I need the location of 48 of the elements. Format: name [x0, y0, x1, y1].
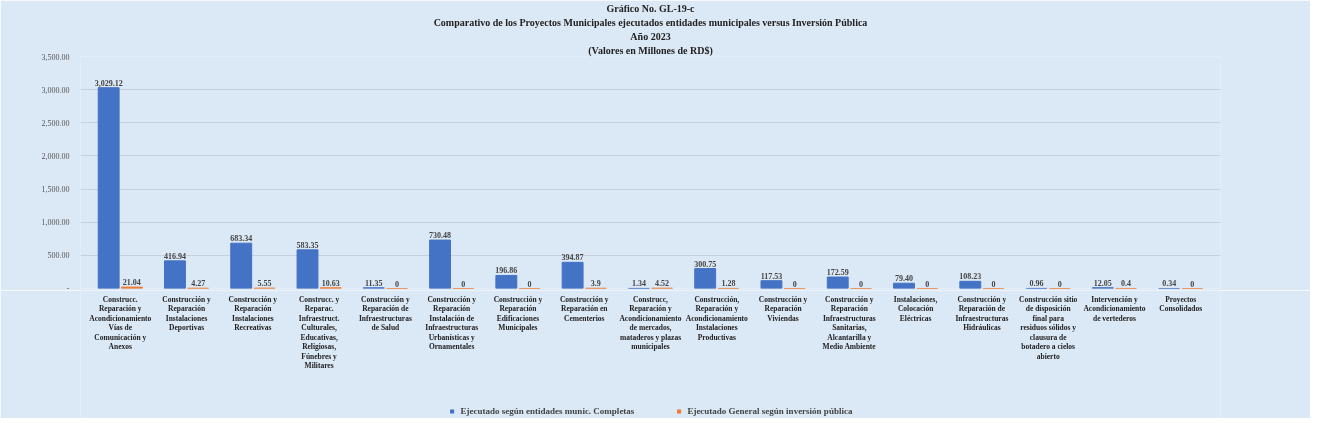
data-label: 300.75	[694, 259, 717, 269]
data-label: 0	[394, 279, 399, 289]
data-label: 730.48	[429, 231, 452, 241]
legend-label: Ejecutado según entidades munic. Completas	[460, 406, 635, 416]
data-label: 1.34	[631, 279, 646, 289]
data-label: 1.28	[721, 279, 736, 289]
data-label: 3,029.12	[94, 78, 123, 88]
y-tick-label: 3,500.00	[41, 52, 70, 62]
data-label: 4.27	[191, 279, 206, 289]
data-label: 12.05	[1093, 278, 1112, 288]
data-label: 416.94	[163, 251, 186, 261]
data-label: 0	[991, 279, 996, 289]
y-tick-label: 1,500.00	[41, 185, 70, 195]
y-tick-label: 3,000.00	[41, 85, 70, 95]
chart-subtitle: Comparativo de los Proyectos Municipales ejecutados entidades municipales versus Inversión Pública	[433, 17, 868, 28]
legend-label: Ejecutado General según inversión pública	[687, 406, 853, 416]
data-label: 0.34	[1162, 279, 1177, 289]
data-label: 0	[527, 279, 532, 289]
data-label: 5.55	[257, 279, 272, 289]
y-tick-label: 2,000.00	[41, 151, 70, 161]
data-label: 10.63	[321, 278, 340, 288]
data-label: 394.87	[561, 253, 584, 263]
data-label: 21.04	[122, 278, 141, 288]
data-label: 79.40	[895, 274, 914, 284]
data-label: 4.52	[655, 279, 670, 289]
y-tick-label: 2,500.00	[41, 118, 70, 128]
data-label: 0.4	[1121, 279, 1132, 289]
data-label: 196.86	[495, 266, 518, 276]
data-label: 108.23	[959, 272, 982, 282]
text: Año 2023	[630, 31, 671, 42]
data-label: 0.96	[1029, 279, 1044, 289]
data-label: 172.59	[826, 268, 849, 278]
data-label: 0	[461, 279, 466, 289]
data-label: 0	[1057, 279, 1062, 289]
data-label: 683.34	[230, 234, 253, 244]
data-label: 583.35	[296, 240, 319, 250]
text: (Valores en Millones de RD$)	[588, 45, 713, 57]
data-label: 0	[1190, 279, 1195, 289]
y-tick-label: 500.00	[47, 251, 70, 261]
chart-title: Gráfico No. GL-19-c	[606, 3, 696, 14]
data-label: 0	[792, 279, 797, 289]
data-label: 3.9	[590, 279, 601, 289]
data-label: 11.35	[365, 278, 383, 288]
data-label: 117.53	[760, 271, 783, 281]
data-label: 0	[858, 279, 863, 289]
data-label: 0	[925, 279, 930, 289]
y-tick-label: -	[66, 283, 70, 293]
y-tick-label: 1,000.00	[41, 218, 70, 228]
